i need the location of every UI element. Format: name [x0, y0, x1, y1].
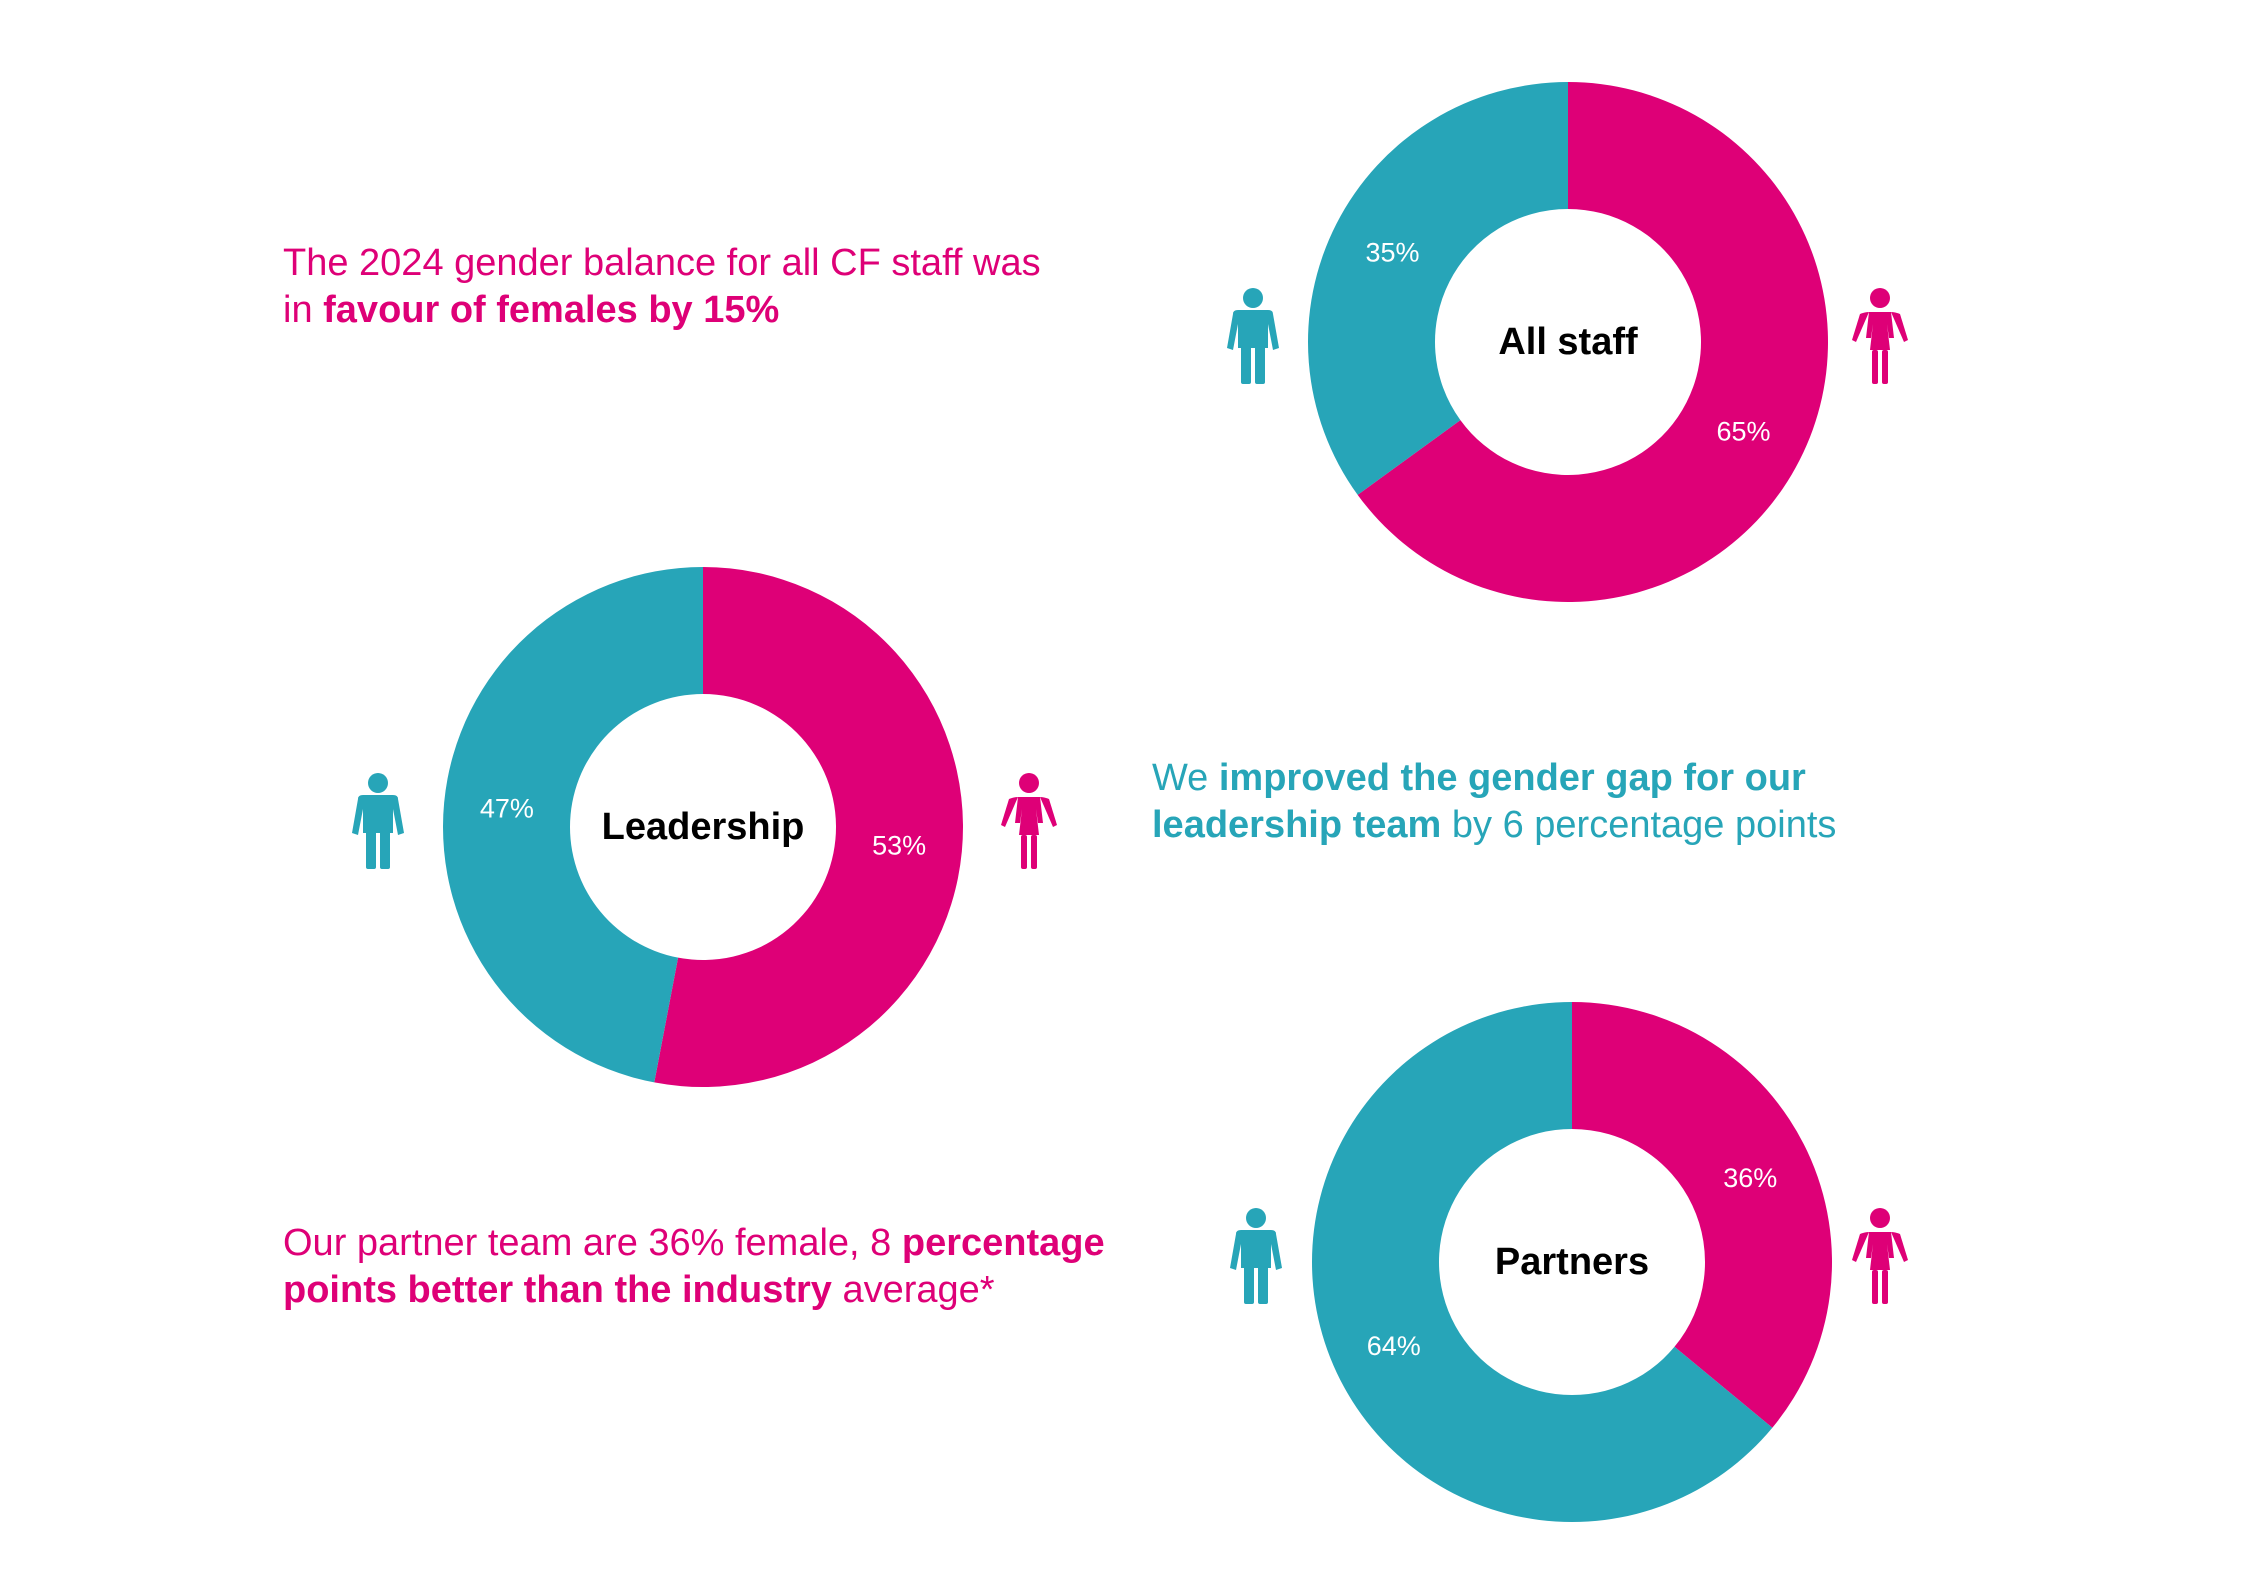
- all-staff-female-slice: [1357, 82, 1829, 602]
- partners-caption-bold2: points better than the industry: [283, 1269, 832, 1311]
- all-staff-caption: The 2024 gender balance for all CF staff…: [283, 240, 1183, 334]
- leadership-female-label: 53%: [872, 831, 926, 861]
- all-staff-male-label: 35%: [1365, 238, 1419, 268]
- male-person-icon: [1230, 1208, 1282, 1304]
- all-staff-male-slice: [1308, 82, 1568, 495]
- leadership-male-label: 47%: [480, 793, 534, 823]
- partners-male-label: 64%: [1367, 1331, 1421, 1361]
- partners-caption-bold1: percentage: [901, 1222, 1105, 1264]
- leadership-caption-prefix: We: [1152, 757, 1219, 799]
- leadership-caption-bold2: leadership team: [1152, 804, 1442, 846]
- partners-female-slice: [1572, 1002, 1833, 1428]
- leadership-caption: We improved the gender gap for our leade…: [1152, 755, 2052, 849]
- partners-caption-prefix: Our partner team are 36% female, 8: [283, 1222, 902, 1264]
- male-person-icon: [352, 773, 404, 869]
- female-person-icon: [1852, 1208, 1908, 1304]
- partners-caption-suffix: average*: [831, 1269, 995, 1311]
- female-person-icon: [1852, 288, 1908, 384]
- partners-female-label: 36%: [1723, 1163, 1777, 1193]
- partners-caption: Our partner team are 36% female, 8 perce…: [283, 1220, 1183, 1314]
- leadership-chart-title: Leadership: [602, 806, 805, 848]
- female-person-icon: [1001, 773, 1057, 869]
- leadership-caption-suffix: by 6 percentage points: [1441, 804, 1837, 846]
- male-person-icon: [1227, 288, 1279, 384]
- leadership-male-slice: [443, 567, 703, 1083]
- all-staff-female-label: 65%: [1717, 416, 1771, 446]
- partners-chart-title: Partners: [1495, 1241, 1649, 1283]
- all-staff-chart-title: All staff: [1498, 321, 1638, 363]
- partners-male-slice: [1312, 1002, 1773, 1522]
- leadership-female-slice: [654, 567, 964, 1087]
- leadership-caption-bold1: improved the gender gap for our: [1218, 757, 1806, 799]
- all-staff-caption-prefix: in: [283, 289, 324, 331]
- all-staff-caption-bold: favour of females by 15%: [323, 289, 780, 331]
- all-staff-caption-line1: The 2024 gender balance for all CF staff…: [283, 242, 1041, 284]
